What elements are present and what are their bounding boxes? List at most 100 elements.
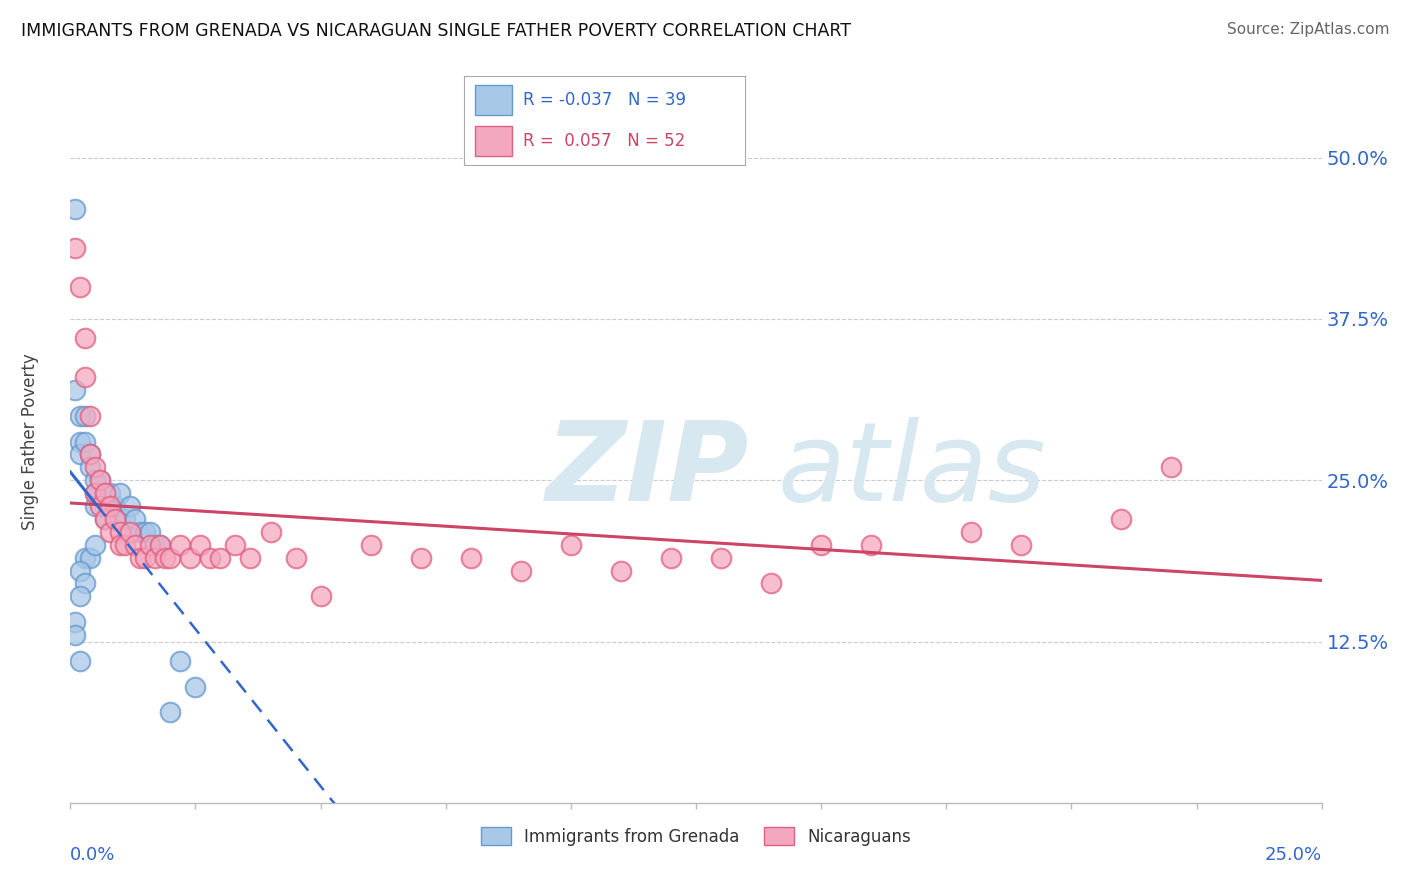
- Point: [110, 538, 132, 552]
- Point: [200, 550, 222, 565]
- Point: [960, 524, 983, 539]
- Point: [79, 447, 101, 461]
- Point: [98, 524, 121, 539]
- Point: [110, 512, 132, 526]
- Point: [89, 473, 111, 487]
- Point: [1160, 460, 1182, 475]
- Point: [239, 550, 262, 565]
- Point: [169, 654, 191, 668]
- Point: [75, 409, 97, 423]
- Point: [129, 524, 152, 539]
- Text: 25.0%: 25.0%: [1264, 847, 1322, 864]
- Point: [159, 550, 181, 565]
- Point: [224, 538, 246, 552]
- Point: [94, 486, 117, 500]
- Point: [104, 499, 127, 513]
- Point: [309, 590, 332, 604]
- Point: [179, 550, 201, 565]
- Point: [129, 550, 152, 565]
- Point: [79, 409, 101, 423]
- Point: [134, 524, 156, 539]
- Text: R = -0.037   N = 39: R = -0.037 N = 39: [523, 91, 686, 109]
- Point: [69, 447, 91, 461]
- Point: [159, 706, 181, 720]
- Point: [169, 538, 191, 552]
- Point: [659, 550, 682, 565]
- Point: [759, 576, 782, 591]
- Point: [69, 409, 91, 423]
- Point: [560, 538, 582, 552]
- Point: [124, 538, 146, 552]
- Point: [1111, 512, 1133, 526]
- Bar: [475, 85, 512, 115]
- Point: [284, 550, 307, 565]
- Point: [149, 538, 172, 552]
- Point: [110, 486, 132, 500]
- Point: [69, 564, 91, 578]
- Point: [1010, 538, 1032, 552]
- Point: [79, 460, 101, 475]
- Point: [75, 331, 97, 345]
- Point: [65, 615, 87, 630]
- Point: [155, 550, 177, 565]
- Text: atlas: atlas: [778, 417, 1046, 524]
- Point: [65, 628, 87, 642]
- Point: [114, 538, 136, 552]
- Point: [69, 590, 91, 604]
- Point: [75, 434, 97, 449]
- Point: [69, 654, 91, 668]
- Point: [94, 486, 117, 500]
- Point: [94, 512, 117, 526]
- Point: [84, 486, 107, 500]
- Point: [79, 447, 101, 461]
- Point: [139, 538, 162, 552]
- Point: [98, 499, 121, 513]
- Point: [120, 524, 142, 539]
- Point: [209, 550, 232, 565]
- Point: [65, 241, 87, 255]
- Point: [84, 460, 107, 475]
- Point: [810, 538, 832, 552]
- Point: [710, 550, 733, 565]
- Point: [110, 524, 132, 539]
- Point: [75, 576, 97, 591]
- Point: [120, 499, 142, 513]
- Point: [409, 550, 432, 565]
- Point: [89, 473, 111, 487]
- Point: [610, 564, 633, 578]
- Point: [509, 564, 531, 578]
- Text: Source: ZipAtlas.com: Source: ZipAtlas.com: [1226, 22, 1389, 37]
- Point: [124, 512, 146, 526]
- Legend: Immigrants from Grenada, Nicaraguans: Immigrants from Grenada, Nicaraguans: [474, 821, 918, 852]
- Point: [84, 473, 107, 487]
- Text: ZIP: ZIP: [546, 417, 749, 524]
- Point: [145, 550, 167, 565]
- Text: Single Father Poverty: Single Father Poverty: [21, 353, 39, 530]
- Point: [98, 486, 121, 500]
- Point: [145, 538, 167, 552]
- Point: [79, 550, 101, 565]
- Point: [75, 370, 97, 384]
- Point: [149, 538, 172, 552]
- Text: R =  0.057   N = 52: R = 0.057 N = 52: [523, 132, 685, 150]
- Point: [69, 279, 91, 293]
- Point: [190, 538, 212, 552]
- Point: [860, 538, 883, 552]
- Point: [139, 524, 162, 539]
- Point: [65, 202, 87, 217]
- Point: [360, 538, 382, 552]
- Bar: [475, 126, 512, 156]
- Point: [65, 383, 87, 397]
- Point: [94, 512, 117, 526]
- Point: [134, 550, 156, 565]
- Point: [259, 524, 281, 539]
- Point: [104, 512, 127, 526]
- Point: [89, 499, 111, 513]
- Point: [84, 486, 107, 500]
- Text: IMMIGRANTS FROM GRENADA VS NICARAGUAN SINGLE FATHER POVERTY CORRELATION CHART: IMMIGRANTS FROM GRENADA VS NICARAGUAN SI…: [21, 22, 851, 40]
- Point: [460, 550, 482, 565]
- Text: 0.0%: 0.0%: [70, 847, 115, 864]
- Point: [84, 499, 107, 513]
- Point: [184, 680, 207, 694]
- Point: [84, 538, 107, 552]
